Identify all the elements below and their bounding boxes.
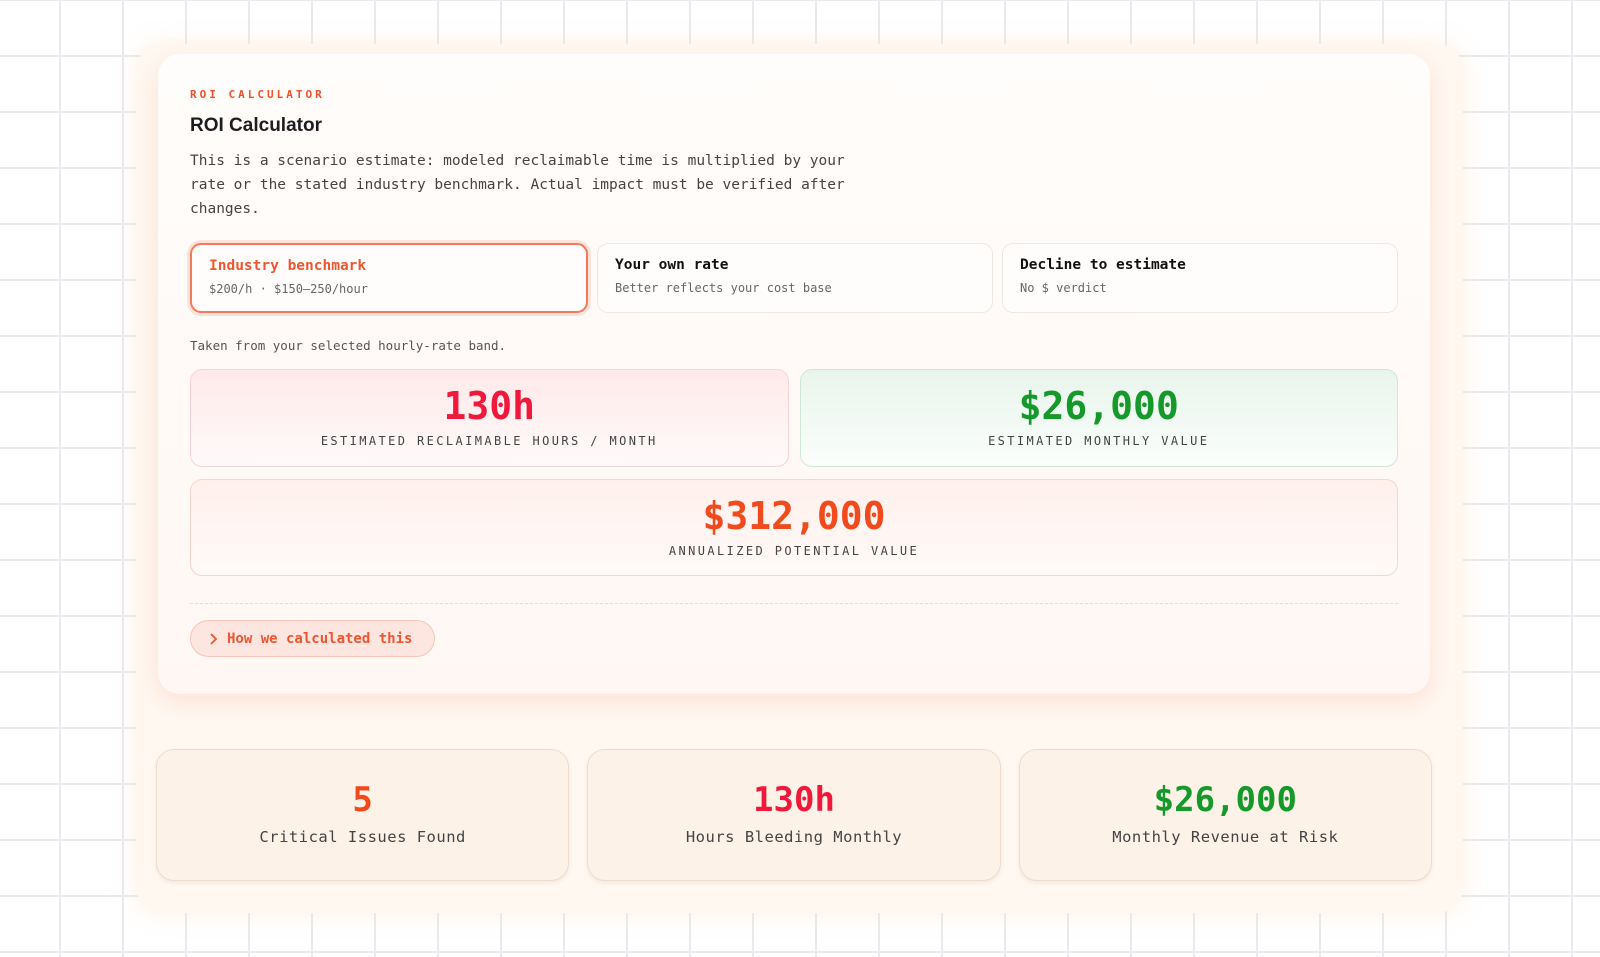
chevron-path bbox=[210, 632, 217, 645]
option-subtitle: $200/h · $150–250/hour bbox=[209, 282, 368, 296]
metric-card: $312,000 ANNUALIZED POTENTIAL VALUE bbox=[190, 479, 1398, 576]
option[interactable]: Your own rate Better reflects your cost b… bbox=[597, 243, 993, 313]
stat-value: 5 bbox=[352, 780, 373, 820]
stat-card: $26,000 Monthly Revenue at Risk bbox=[1018, 749, 1432, 881]
metric-label: ANNUALIZED POTENTIAL VALUE bbox=[668, 544, 920, 558]
option-group: Industry benchmark $200/h · $150–250/hour… bbox=[190, 243, 1398, 313]
separator bbox=[190, 603, 1398, 604]
option-title: Industry benchmark bbox=[209, 258, 367, 274]
option-subtitle: No $ verdict bbox=[1020, 281, 1107, 295]
stats-row: 5 Critical Issues Found 130h Hours Bleedin… bbox=[156, 749, 1432, 881]
button-label: How we calculated this bbox=[227, 630, 413, 647]
option-title: Your own rate bbox=[615, 257, 729, 273]
stat-label: Hours Bleeding Monthly bbox=[685, 828, 903, 846]
metric-row: 130h ESTIMATED RECLAIMABLE HOURS / MONTH … bbox=[190, 369, 1398, 467]
metric-value: $312,000 bbox=[702, 494, 886, 538]
stat-value: $26,000 bbox=[1153, 780, 1297, 820]
stat-card: 5 Critical Issues Found bbox=[156, 749, 570, 881]
title: ROI Calculator bbox=[190, 115, 322, 136]
details-button[interactable]: How we calculated this bbox=[190, 620, 435, 657]
metric-card: $26,000 ESTIMATED MONTHLY VALUE bbox=[799, 369, 1398, 467]
metric-value: $26,000 bbox=[1018, 384, 1179, 428]
option[interactable]: Decline to estimate No $ verdict bbox=[1002, 243, 1398, 313]
stat-label: Critical Issues Found bbox=[259, 828, 466, 846]
metric-label: ESTIMATED MONTHLY VALUE bbox=[988, 434, 1210, 448]
metric-card: 130h ESTIMATED RECLAIMABLE HOURS / MONTH bbox=[190, 369, 789, 467]
description: This is a scenario estimate: modeled rec… bbox=[190, 153, 845, 217]
note: Taken from your selected hourly-rate ban… bbox=[190, 338, 507, 353]
stat-value: 130h bbox=[753, 780, 835, 820]
chevron-icon bbox=[210, 632, 217, 645]
stat-card: 130h Hours Bleeding Monthly bbox=[587, 749, 1001, 881]
option-subtitle: Better reflects your cost base bbox=[615, 281, 832, 295]
eyebrow: ROI CALCULATOR bbox=[190, 88, 325, 101]
roi-card: ROI CALCULATOR ROI Calculator This is a … bbox=[158, 54, 1430, 694]
option-title: Decline to estimate bbox=[1020, 257, 1186, 273]
stat-label: Monthly Revenue at Risk bbox=[1112, 828, 1339, 846]
metric-value: 130h bbox=[443, 384, 535, 428]
option[interactable]: Industry benchmark $200/h · $150–250/hour bbox=[190, 243, 588, 313]
metric-label: ESTIMATED RECLAIMABLE HOURS / MONTH bbox=[320, 434, 658, 448]
